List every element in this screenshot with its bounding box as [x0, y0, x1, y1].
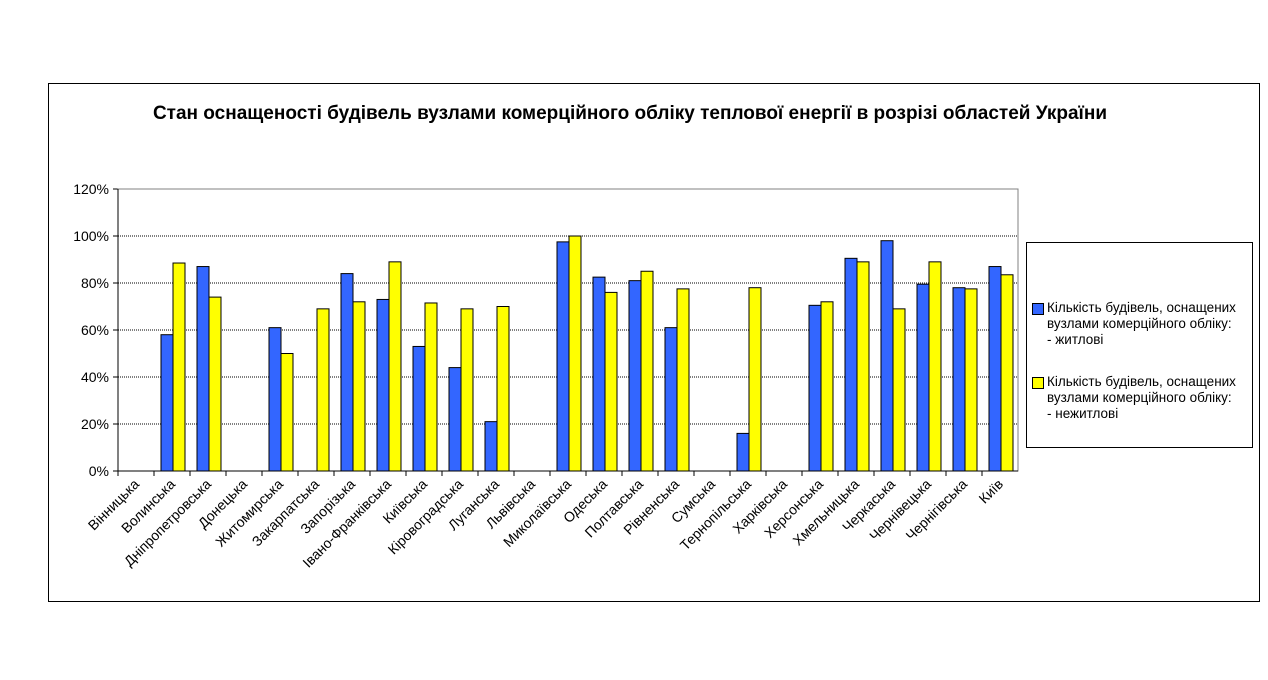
bar-nonresidential: [316, 308, 330, 472]
bar-residential: [412, 345, 426, 472]
bar-nonresidential: [928, 261, 942, 472]
bar-nonresidential: [640, 270, 654, 472]
bar-residential: [664, 327, 678, 472]
y-tick-label: 120%: [73, 181, 109, 197]
legend-label: Кількість будівель, оснащених вузлами ко…: [1047, 300, 1236, 347]
y-tick-label: 40%: [81, 369, 109, 385]
bar-residential: [916, 283, 930, 472]
bar-nonresidential: [1000, 274, 1014, 472]
bar-nonresidential: [172, 262, 186, 472]
bar-residential: [268, 327, 282, 472]
y-tick-label: 60%: [81, 322, 109, 338]
bar-residential: [952, 287, 966, 472]
bar-residential: [196, 266, 210, 472]
bar-nonresidential: [676, 288, 690, 472]
bar-nonresidential: [964, 288, 978, 472]
bar-residential: [556, 241, 570, 472]
y-tick-label: 20%: [81, 416, 109, 432]
y-tick-label: 80%: [81, 275, 109, 291]
bar-residential: [988, 266, 1002, 472]
legend-swatch-yellow: [1032, 377, 1044, 389]
y-tick-label: 100%: [73, 228, 109, 244]
bar-nonresidential: [208, 296, 222, 472]
bar-residential: [340, 273, 354, 472]
legend-item-nonresidential: Кількість будівель, оснащених вузлами ко…: [1032, 374, 1236, 422]
chart-title: Стан оснащеності будівель вузлами комерц…: [152, 103, 1108, 124]
bar-nonresidential: [892, 308, 906, 472]
bar-residential: [484, 421, 498, 472]
bar-nonresidential: [496, 306, 510, 472]
bar-nonresidential: [820, 301, 834, 472]
chart-frame: [48, 83, 1260, 602]
bar-residential: [880, 240, 894, 472]
y-tick-label: 0%: [89, 463, 109, 479]
x-tick-label: Київ: [975, 476, 1006, 507]
bar-residential: [160, 334, 174, 472]
legend: Кількість будівель, оснащених вузлами ко…: [1026, 242, 1253, 448]
bar-residential: [448, 367, 462, 472]
bar-nonresidential: [280, 353, 294, 472]
bar-residential: [808, 304, 822, 472]
bar-nonresidential: [352, 301, 366, 472]
bar-residential: [736, 432, 750, 472]
bar-nonresidential: [856, 261, 870, 472]
bar-nonresidential: [748, 287, 762, 472]
legend-item-residential: Кількість будівель, оснащених вузлами ко…: [1032, 300, 1236, 348]
bar-nonresidential: [460, 308, 474, 472]
bar-residential: [844, 257, 858, 472]
bar-residential: [376, 298, 390, 472]
bar-nonresidential: [424, 302, 438, 472]
bar-residential: [628, 280, 642, 472]
bar-nonresidential: [568, 235, 582, 472]
bar-residential: [592, 276, 606, 472]
bar-nonresidential: [604, 291, 618, 472]
legend-label: Кількість будівель, оснащених вузлами ко…: [1047, 374, 1236, 421]
legend-swatch-blue: [1032, 303, 1044, 315]
bar-nonresidential: [388, 261, 402, 472]
